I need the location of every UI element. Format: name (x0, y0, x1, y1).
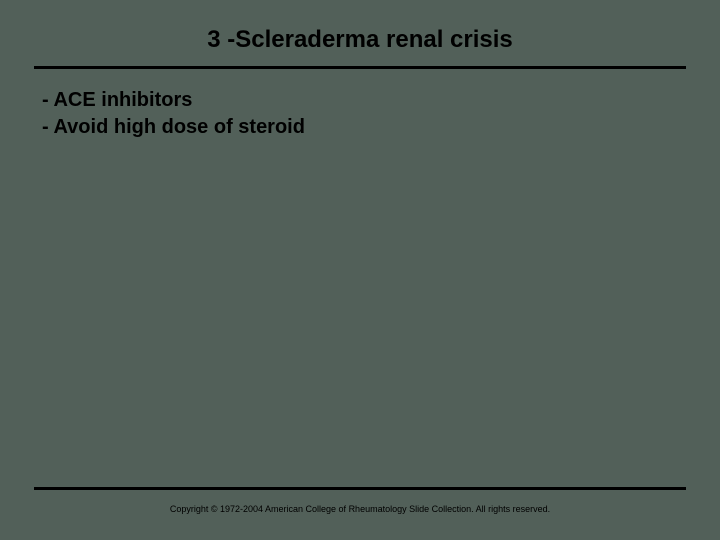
divider-bottom (34, 487, 686, 490)
bullet-line-2: - Avoid high dose of steroid (42, 114, 678, 141)
bullet-line-1: - ACE inhibitors (42, 87, 678, 114)
slide-title: 3 -Scleraderma renal crisis (0, 0, 720, 66)
copyright-text: Copyright © 1972-2004 American College o… (0, 504, 720, 514)
slide-content: - ACE inhibitors - Avoid high dose of st… (0, 69, 720, 141)
